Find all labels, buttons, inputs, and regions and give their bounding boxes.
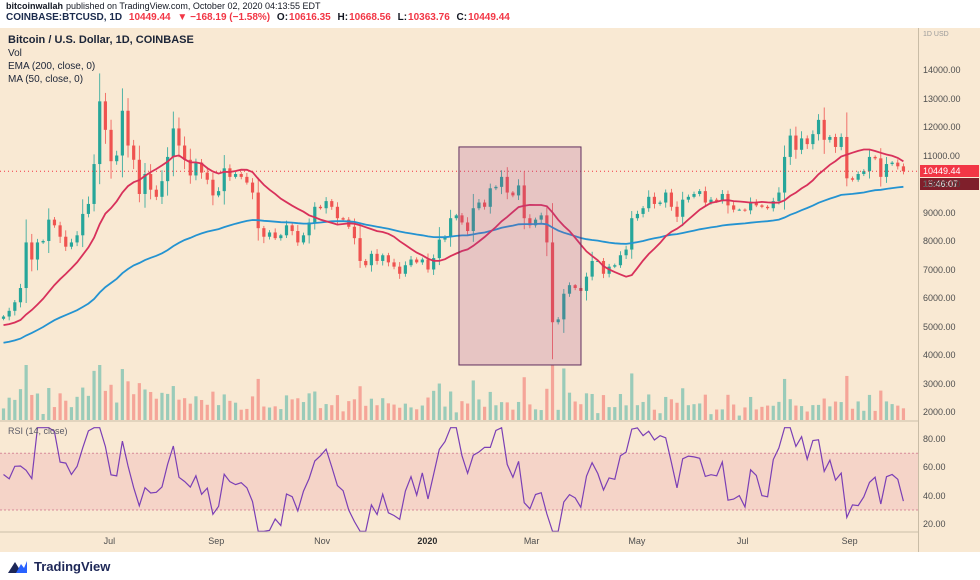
time-axis-label: Jul	[736, 536, 749, 546]
chart-background	[0, 28, 980, 552]
price-axis-label: 14000.00	[923, 65, 961, 75]
symbol-bar: COINBASE:BTCUSD, 1D 10449.44 ▼ −168.19 (…	[6, 12, 514, 23]
price-change: ▼ −168.19 (−1.58%)	[177, 12, 271, 23]
last-price-badge: 10449.44	[920, 165, 979, 178]
price-axis-label: 10000.00	[923, 179, 961, 189]
price-axis-label: 13000.00	[923, 93, 961, 104]
price-axis-label: 2000.00	[923, 407, 956, 417]
chart-legend: Bitcoin / U.S. Dollar, 1D, COINBASE Vol …	[8, 34, 194, 86]
candles	[1, 73, 906, 360]
highlight-box	[458, 146, 582, 366]
rsi-axis-label: 80.00	[923, 434, 946, 445]
price-axis-label: 11000.00	[923, 150, 960, 161]
rsi-axis-label: 40.00	[923, 490, 946, 501]
close-label: C:	[456, 12, 468, 23]
rsi-pane	[0, 426, 918, 532]
rsi-legend: RSI (14, close)	[8, 426, 68, 436]
price-axis-label: 4000.00	[923, 350, 956, 360]
price-axis-label: 7000.00	[923, 264, 956, 275]
time-axis-label: May	[628, 536, 646, 546]
price-axis-label: 12000.00	[923, 122, 961, 132]
price-axis-label: 6000.00	[923, 293, 956, 303]
price-axis-label: 8000.00	[923, 236, 956, 246]
brand-name: TradingView	[34, 558, 111, 574]
low-value: 10363.76	[408, 12, 450, 23]
tradingview-logo-icon[interactable]	[8, 559, 28, 574]
time-axis-label: Nov	[314, 536, 331, 546]
time-axis-label: Jul	[103, 536, 116, 546]
footer-bar: TradingView	[0, 552, 980, 580]
ma-50-line	[3, 148, 904, 326]
price-axis-label: 3000.00	[923, 378, 956, 389]
legend-title: Bitcoin / U.S. Dollar, 1D, COINBASE	[8, 34, 194, 46]
legend-volume: Vol	[8, 48, 22, 59]
close-value: 10449.44	[468, 12, 510, 23]
price-axis-label: 9000.00	[923, 207, 956, 218]
price-axis-label: 5000.00	[923, 321, 956, 332]
high-value: 10668.56	[349, 12, 391, 23]
publish-info: bitcoinwallah published on TradingView.co…	[6, 1, 321, 11]
last-price: 10449.44	[128, 12, 171, 23]
price-axis[interactable]: 1D USD 10449.44 15:46:07 14000.00 13000.0…	[918, 28, 980, 552]
open-label: O:	[276, 12, 289, 23]
countdown-badge: 15:46:07	[920, 178, 979, 191]
open-value: 10616.35	[289, 12, 331, 23]
legend-ma: MA (50, close, 0)	[8, 74, 84, 85]
rsi-axis-label: 20.00	[923, 519, 946, 530]
low-label: L:	[397, 12, 408, 23]
author-name: bitcoinwallah	[6, 1, 64, 11]
high-label: H:	[337, 12, 349, 23]
symbol-name: COINBASE:BTCUSD, 1D	[6, 12, 123, 23]
time-axis-label: Sep	[208, 536, 225, 546]
rsi-axis-label: 60.00	[923, 462, 946, 473]
rsi-band	[0, 453, 918, 511]
legend-ema: EMA (200, close, 0)	[8, 61, 96, 72]
time-axis-label: 2020	[417, 536, 438, 546]
ema-200-line	[3, 185, 904, 344]
price-chart-canvas[interactable]	[0, 28, 918, 552]
time-axis[interactable]: Jul Sep Nov 2020 Mar May Jul Sep	[0, 536, 918, 550]
rsi-line	[3, 426, 904, 532]
publish-text: published on TradingView.com, October 02…	[66, 1, 321, 11]
time-axis-label: Sep	[841, 536, 858, 546]
volume-bars	[1, 365, 906, 420]
time-axis-label: Mar	[523, 536, 540, 546]
axis-settings-label: 1D USD	[923, 31, 949, 38]
